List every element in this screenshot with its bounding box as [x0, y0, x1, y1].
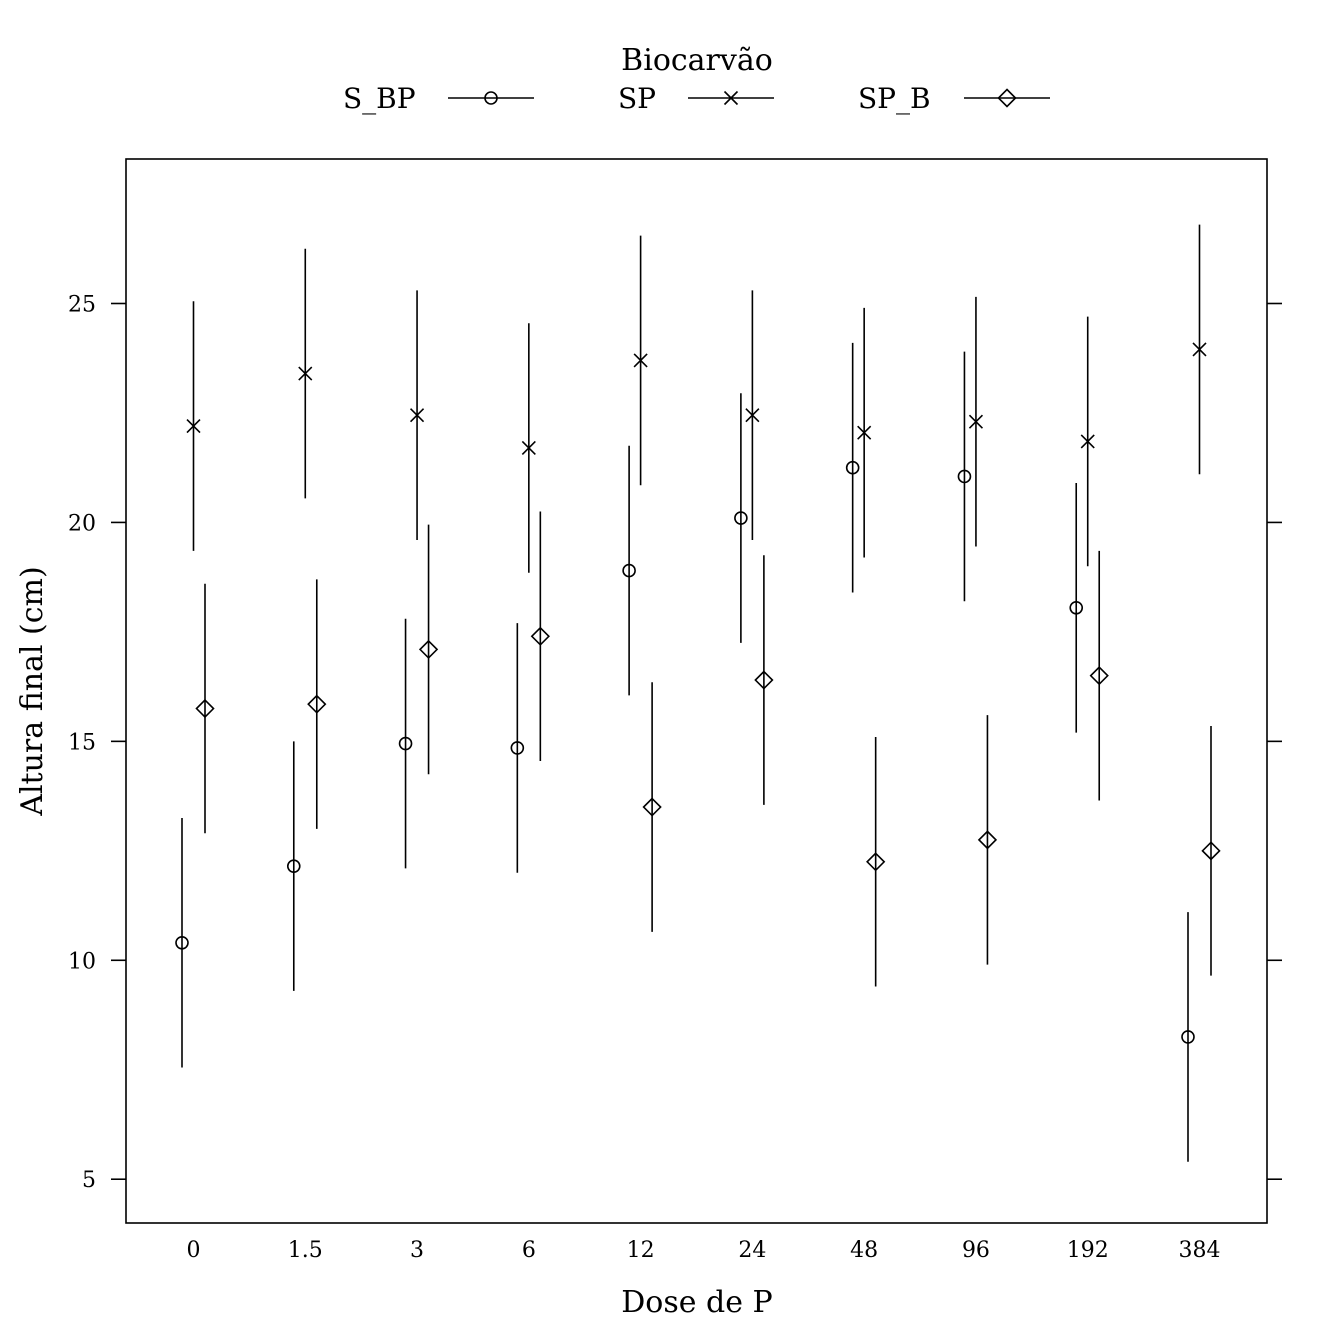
series-sp-b — [195, 511, 1221, 987]
x-axis: 0 1.5 3 6 12 24 48 96 192 384 — [187, 1238, 1221, 1263]
data-marks — [175, 224, 1221, 1162]
series-sp — [186, 224, 1207, 573]
x-tick-label: 3 — [410, 1238, 424, 1263]
data-point — [418, 639, 439, 660]
data-point — [186, 419, 201, 434]
data-point — [968, 414, 984, 429]
data-point — [521, 440, 536, 456]
data-point — [845, 460, 860, 475]
plot-frame — [125, 158, 1268, 1224]
x-tick-label: 1.5 — [288, 1238, 323, 1263]
data-point — [409, 408, 425, 423]
data-point — [633, 353, 648, 368]
data-point — [957, 469, 972, 484]
y-tick-label: 25 — [68, 292, 96, 317]
data-point — [1080, 434, 1095, 449]
y-tick-label: 15 — [68, 730, 96, 755]
legend-label-sp-b: SP_B — [858, 82, 931, 115]
y-axis-title: Altura final (cm) — [15, 566, 50, 816]
data-point — [857, 425, 872, 440]
data-point — [298, 366, 313, 381]
data-point — [622, 563, 636, 578]
x-tick-label: 6 — [522, 1238, 536, 1263]
data-point — [977, 830, 998, 850]
series-s-bp — [175, 342, 1195, 1162]
legend-label-sp: SP — [618, 82, 656, 115]
data-point — [195, 698, 215, 719]
data-point — [307, 694, 327, 714]
data-point — [1069, 601, 1084, 615]
data-point — [1201, 841, 1221, 861]
x-tick-label: 96 — [962, 1238, 990, 1263]
x-tick-label: 384 — [1179, 1238, 1221, 1263]
x-tick-label: 192 — [1067, 1238, 1109, 1263]
data-point — [1089, 666, 1109, 686]
x-tick-label: 12 — [627, 1238, 655, 1263]
y-axis: 5 10 15 20 25 — [68, 292, 1282, 1193]
data-point — [286, 859, 301, 873]
data-point — [866, 852, 886, 872]
data-point — [510, 741, 525, 755]
y-tick-label: 10 — [68, 949, 96, 974]
data-point — [175, 935, 189, 950]
data-point — [754, 670, 774, 690]
legend-marker-cross — [723, 90, 739, 106]
data-point — [745, 408, 760, 423]
data-point — [530, 626, 550, 646]
legend-marker-diamond — [997, 88, 1017, 108]
x-tick-label: 0 — [187, 1238, 201, 1263]
y-tick-label: 5 — [82, 1168, 96, 1193]
data-point — [398, 736, 413, 751]
y-tick-label: 20 — [68, 511, 96, 536]
legend: Biocarvão S_BP SP SP_B — [343, 43, 1050, 115]
data-point — [734, 511, 748, 525]
data-point — [642, 797, 662, 817]
legend-label-s-bp: S_BP — [343, 82, 416, 115]
legend-title: Biocarvão — [621, 43, 773, 78]
legend-marker-circle — [484, 91, 498, 105]
x-tick-label: 48 — [850, 1238, 878, 1263]
data-point — [1181, 1030, 1195, 1044]
x-axis-title: Dose de P — [621, 1285, 772, 1320]
x-tick-label: 24 — [738, 1238, 766, 1263]
data-point — [1192, 342, 1207, 357]
